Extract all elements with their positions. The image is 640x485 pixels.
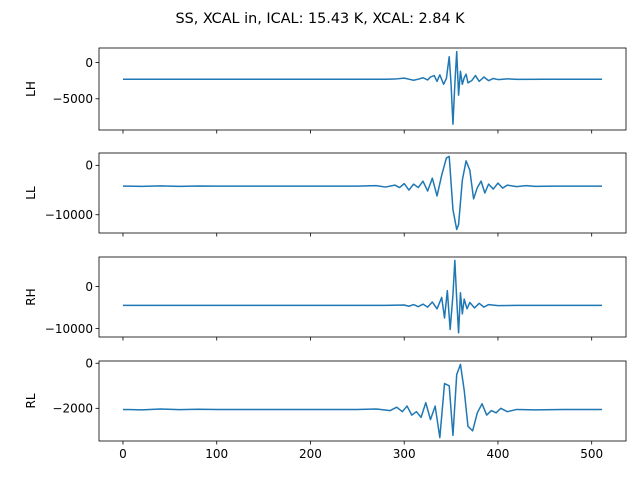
axes-frame	[98, 47, 627, 131]
y-tick-label: 0	[85, 280, 93, 294]
x-tick-label: 300	[393, 447, 416, 461]
x-tick-label: 100	[205, 447, 228, 461]
y-tick-label: −5000	[52, 92, 93, 106]
axes-frame	[98, 152, 627, 234]
x-tick-label: 200	[299, 447, 322, 461]
subplot-lh: 0 −5000 LH	[24, 47, 627, 134]
y-tick-label: −2000	[52, 402, 93, 416]
subplot-rh: 0 −10000 RH	[24, 256, 627, 341]
x-tick-label: 0	[119, 447, 127, 461]
figure-title: SS, XCAL in, ICAL: 15.43 K, XCAL: 2.84 K	[175, 11, 465, 27]
series-line	[122, 155, 602, 231]
y-axis-label: LL	[24, 186, 38, 200]
series-line	[123, 259, 603, 334]
subplots: 0 −5000 LH 0 −10000 LL 0 −10000 RH 0 100 200 300 400 5…	[24, 47, 627, 461]
y-axis-label: LH	[24, 81, 38, 97]
axes-frame	[98, 256, 627, 338]
series-line	[123, 50, 602, 125]
y-axis-label: RL	[24, 393, 38, 408]
y-axis-label: RH	[24, 288, 38, 305]
axes-frame	[98, 360, 627, 442]
x-tick-label: 400	[486, 447, 509, 461]
y-tick-label: 0	[85, 159, 93, 173]
y-tick-label: 0	[85, 56, 93, 70]
y-tick-label: −10000	[45, 208, 93, 222]
y-tick-label: −10000	[45, 322, 93, 336]
series-line	[122, 363, 602, 439]
x-tick-label: 500	[580, 447, 603, 461]
y-tick-label: 0	[85, 357, 93, 371]
subplot-rl: 0 100 200 300 400 500 0 −2000 RL	[24, 357, 627, 461]
subplot-ll: 0 −10000 LL	[24, 152, 627, 237]
